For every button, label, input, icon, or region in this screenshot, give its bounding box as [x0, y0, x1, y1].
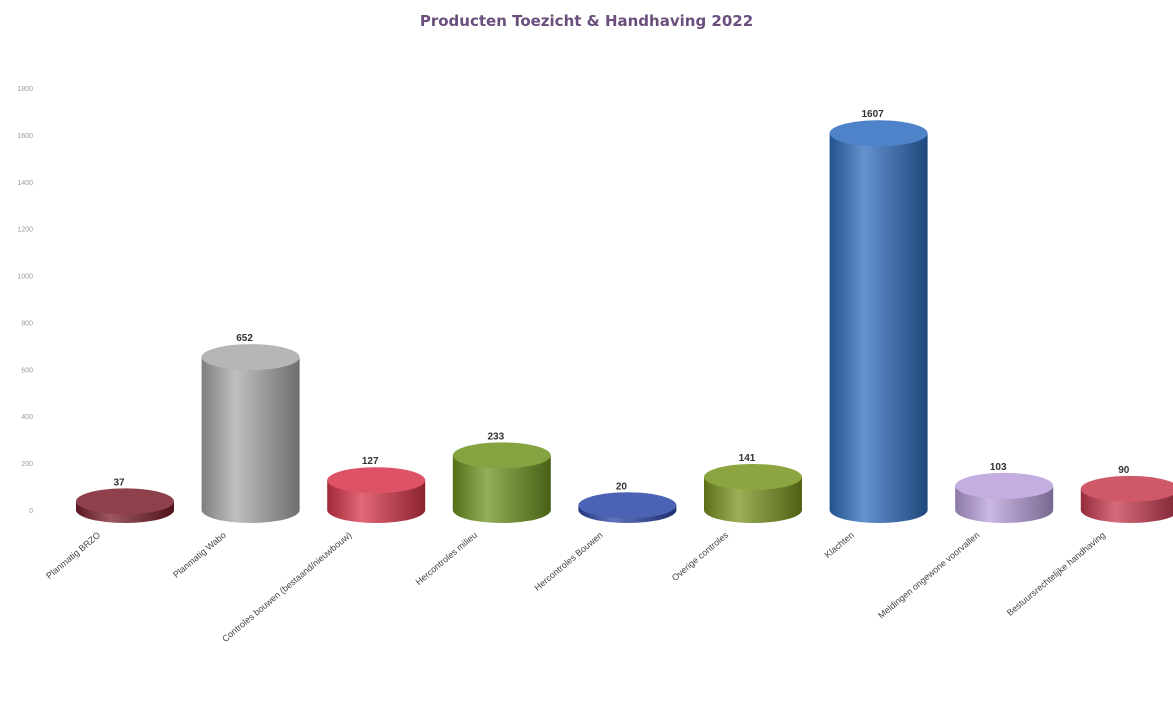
data-label: 103: [990, 462, 1007, 473]
y-tick-label: 1400: [17, 180, 33, 187]
y-tick-label: 0: [29, 508, 33, 515]
bar: [201, 344, 300, 523]
y-tick-label: 200: [21, 461, 33, 468]
bar: [327, 467, 426, 523]
bar: [578, 492, 677, 523]
bars: [76, 120, 1173, 523]
x-tick-label: Planmatig BRZO: [44, 530, 102, 581]
x-tick-label: Hercontroles milieu: [414, 530, 479, 587]
x-tick-label: Klachten: [823, 530, 856, 560]
bar: [452, 442, 551, 523]
x-tick-label: Controles bouwen (bestaand/nieuwbouw): [220, 530, 353, 644]
bar: [1080, 475, 1173, 523]
data-label: 37: [113, 477, 125, 488]
data-label: 652: [236, 333, 253, 344]
bar: [829, 120, 928, 523]
bar: [955, 472, 1054, 523]
data-label: 233: [487, 431, 504, 442]
y-tick-label: 400: [21, 414, 33, 421]
y-tick-label: 1000: [17, 274, 33, 281]
x-tick-label: Bestuursrechtelijke handhaving: [1005, 530, 1107, 618]
y-tick-label: 800: [21, 320, 33, 327]
y-axis: 0 200 400 600 800 1000 1200 1400 1600 1800: [17, 86, 33, 515]
x-tick-label: Planmatig Wabo: [171, 530, 228, 580]
x-tick-label: Meldingen ongewone voorvallen: [876, 530, 981, 621]
x-tick-label: Hercontroles Bouwen: [532, 530, 604, 593]
y-tick-label: 1800: [17, 86, 33, 93]
data-labels: 37 652 127 233 20 141 1607 103 90: [113, 109, 1129, 492]
data-label: 127: [362, 456, 379, 467]
chart-title: Producten Toezicht & Handhaving 2022: [419, 12, 754, 30]
y-tick-label: 600: [21, 367, 33, 374]
bar: [704, 463, 802, 523]
y-tick-label: 1200: [17, 227, 33, 234]
x-tick-label: Overige controles: [670, 530, 731, 583]
data-label: 20: [616, 481, 628, 492]
data-label: 141: [739, 453, 756, 464]
data-label: 1607: [861, 109, 884, 120]
data-label: 90: [1118, 465, 1130, 476]
y-tick-label: 1600: [17, 133, 33, 140]
bar: [76, 488, 174, 523]
